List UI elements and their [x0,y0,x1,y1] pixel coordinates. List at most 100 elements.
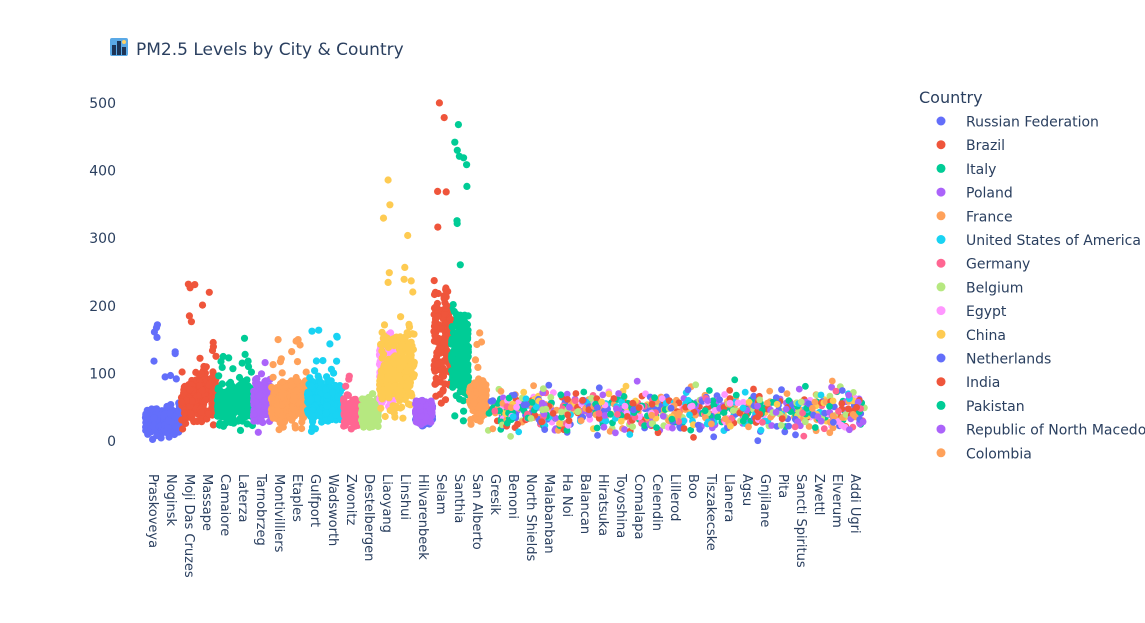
data-point[interactable] [298,425,305,432]
data-point[interactable] [457,374,464,381]
legend-item[interactable]: United States of America [937,233,1141,249]
legend-item[interactable]: Pakistan [937,399,1025,415]
data-point[interactable] [440,386,447,393]
data-point[interactable] [404,367,411,374]
data-point[interactable] [268,384,275,391]
data-point[interactable] [435,348,442,355]
data-point[interactable] [557,391,564,398]
data-point[interactable] [602,412,609,419]
data-point[interactable] [431,277,438,284]
data-point[interactable] [454,356,461,363]
data-point[interactable] [386,201,393,208]
data-point[interactable] [574,408,581,415]
data-point[interactable] [462,360,469,367]
data-point[interactable] [473,341,480,348]
data-point[interactable] [599,392,606,399]
data-point[interactable] [434,188,441,195]
data-point[interactable] [305,410,312,417]
data-point[interactable] [236,374,243,381]
data-point[interactable] [398,404,405,411]
data-point[interactable] [778,422,785,429]
data-point[interactable] [278,355,285,362]
data-point[interactable] [721,409,728,416]
data-point[interactable] [245,358,252,365]
data-point[interactable] [436,99,443,106]
data-point[interactable] [441,114,448,121]
data-point[interactable] [242,351,249,358]
data-point[interactable] [809,405,816,412]
data-point[interactable] [802,383,809,390]
data-point[interactable] [326,378,333,385]
data-point[interactable] [275,336,282,343]
data-point[interactable] [681,425,688,432]
legend-item[interactable]: Republic of North Macedonia [937,423,1145,439]
data-point[interactable] [541,426,548,433]
data-point[interactable] [716,396,723,403]
data-point[interactable] [314,395,321,402]
data-point[interactable] [172,348,179,355]
data-point[interactable] [293,387,300,394]
data-point[interactable] [182,420,189,427]
data-point[interactable] [634,378,641,385]
data-point[interactable] [441,380,448,387]
data-point[interactable] [455,319,462,326]
data-point[interactable] [191,281,198,288]
data-point[interactable] [166,410,173,417]
data-point[interactable] [205,410,212,417]
data-point[interactable] [258,418,265,425]
data-point[interactable] [460,408,467,415]
data-point[interactable] [408,390,415,397]
data-point[interactable] [598,399,605,406]
data-point[interactable] [262,359,269,366]
data-point[interactable] [451,370,458,377]
data-point[interactable] [434,313,441,320]
data-point[interactable] [278,391,285,398]
data-point[interactable] [385,176,392,183]
data-point[interactable] [442,305,449,312]
data-point[interactable] [359,406,366,413]
legend-items[interactable]: Russian FederationBrazilItalyPolandFranc… [937,115,1145,463]
data-point[interactable] [150,415,157,422]
data-point[interactable] [145,428,152,435]
data-point[interactable] [443,188,450,195]
data-point[interactable] [252,399,259,406]
data-point[interactable] [478,402,485,409]
data-point[interactable] [404,232,411,239]
data-point[interactable] [488,398,495,405]
data-point[interactable] [815,413,822,420]
data-point[interactable] [180,389,187,396]
data-point[interactable] [220,353,227,360]
data-point[interactable] [471,379,478,386]
data-point[interactable] [317,379,324,386]
data-point[interactable] [173,375,180,382]
data-point[interactable] [773,409,780,416]
data-point[interactable] [774,401,781,408]
data-point[interactable] [405,378,412,385]
data-point[interactable] [381,321,388,328]
data-point[interactable] [380,215,387,222]
data-point[interactable] [401,264,408,271]
data-point[interactable] [704,397,711,404]
data-point[interactable] [457,261,464,268]
data-point[interactable] [727,423,734,430]
data-point[interactable] [399,335,406,342]
data-point[interactable] [396,392,403,399]
data-point[interactable] [165,417,172,424]
data-point[interactable] [470,400,477,407]
data-point[interactable] [668,405,675,412]
data-point[interactable] [291,406,298,413]
data-point[interactable] [451,139,458,146]
data-point[interactable] [298,418,305,425]
data-point[interactable] [530,382,537,389]
data-point[interactable] [432,289,439,296]
legend-item[interactable]: Netherlands [937,352,1052,368]
data-point[interactable] [255,429,262,436]
data-point[interactable] [226,398,233,405]
data-point[interactable] [792,431,799,438]
data-point[interactable] [649,401,656,408]
data-point[interactable] [239,381,246,388]
data-point[interactable] [510,413,517,420]
data-point[interactable] [311,367,318,374]
data-point[interactable] [385,279,392,286]
data-point[interactable] [178,399,185,406]
